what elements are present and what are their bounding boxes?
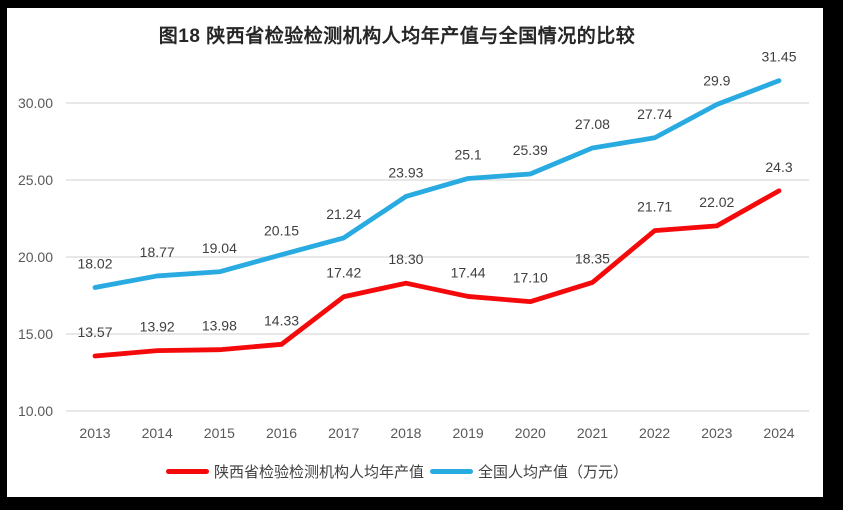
y-axis-tick-label: 10.00 [18, 403, 53, 419]
data-label: 13.98 [202, 318, 237, 334]
legend-label-national: 全国人均产值（万元） [478, 463, 629, 481]
data-label: 27.08 [575, 116, 610, 132]
x-axis-tick-label: 2020 [515, 425, 546, 441]
x-axis-tick-label: 2024 [763, 425, 794, 441]
x-axis-tick-label: 2022 [639, 425, 670, 441]
legend-swatch-shaanxi-line [165, 468, 209, 474]
data-label: 13.57 [77, 324, 112, 340]
data-label: 24.3 [765, 159, 792, 175]
data-label: 22.02 [699, 194, 734, 210]
data-label: 17.10 [513, 270, 548, 286]
x-axis-tick-label: 2019 [453, 425, 484, 441]
series-line-national [92, 78, 782, 290]
data-label: 18.02 [77, 255, 112, 271]
data-label: 19.04 [202, 240, 237, 256]
plot-area: 10.00 15.00 20.00 25.00 30.00 2013 2014 2015 201… [18, 49, 809, 441]
series-line-shaanxi [92, 188, 782, 359]
data-label: 13.92 [140, 319, 175, 335]
data-label: 18.35 [575, 250, 610, 266]
data-label: 23.93 [388, 164, 423, 180]
chart-canvas: 10.00 15.00 20.00 25.00 30.00 2013 2014 2015 201… [7, 8, 823, 497]
data-label: 18.77 [140, 244, 175, 260]
data-label: 21.71 [637, 199, 672, 215]
legend-swatch-national-line [430, 468, 473, 474]
legend: 陕西省检验检测机构人均年产值 全国人均产值（万元） [7, 458, 787, 484]
y-axis-tick-label: 20.00 [18, 249, 53, 265]
x-axis-tick-label: 2017 [328, 425, 359, 441]
data-label: 25.39 [513, 142, 548, 158]
data-label: 20.15 [264, 223, 299, 239]
data-label: 21.24 [326, 206, 361, 222]
data-label: 29.9 [703, 73, 730, 89]
data-label: 14.33 [264, 312, 299, 328]
data-label: 17.42 [326, 265, 361, 281]
legend-item-shaanxi: 陕西省检验检测机构人均年产值 [165, 461, 424, 482]
data-label: 25.1 [454, 146, 481, 162]
x-axis-tick-label: 2018 [390, 425, 421, 441]
legend-label-shaanxi: 陕西省检验检测机构人均年产值 [213, 463, 424, 481]
data-label: 27.74 [637, 106, 672, 122]
y-axis-tick-label: 25.00 [18, 172, 53, 188]
x-axis-tick-label: 2013 [79, 425, 110, 441]
legend-item-national: 全国人均产值（万元） [430, 461, 628, 482]
x-axis-tick-label: 2015 [204, 425, 235, 441]
data-label: 18.30 [388, 251, 423, 267]
y-axis-tick-label: 15.00 [18, 326, 53, 342]
data-label: 17.44 [451, 264, 486, 280]
x-axis-tick-label: 2014 [142, 425, 173, 441]
y-axis-tick-label: 30.00 [18, 95, 53, 111]
chart-title: 图18 陕西省检验检测机构人均年产值与全国情况的比较 [158, 26, 636, 47]
x-axis-tick-label: 2023 [701, 425, 732, 441]
x-axis-tick-label: 2016 [266, 425, 297, 441]
data-label: 31.45 [761, 49, 796, 65]
x-axis-tick-label: 2021 [577, 425, 608, 441]
